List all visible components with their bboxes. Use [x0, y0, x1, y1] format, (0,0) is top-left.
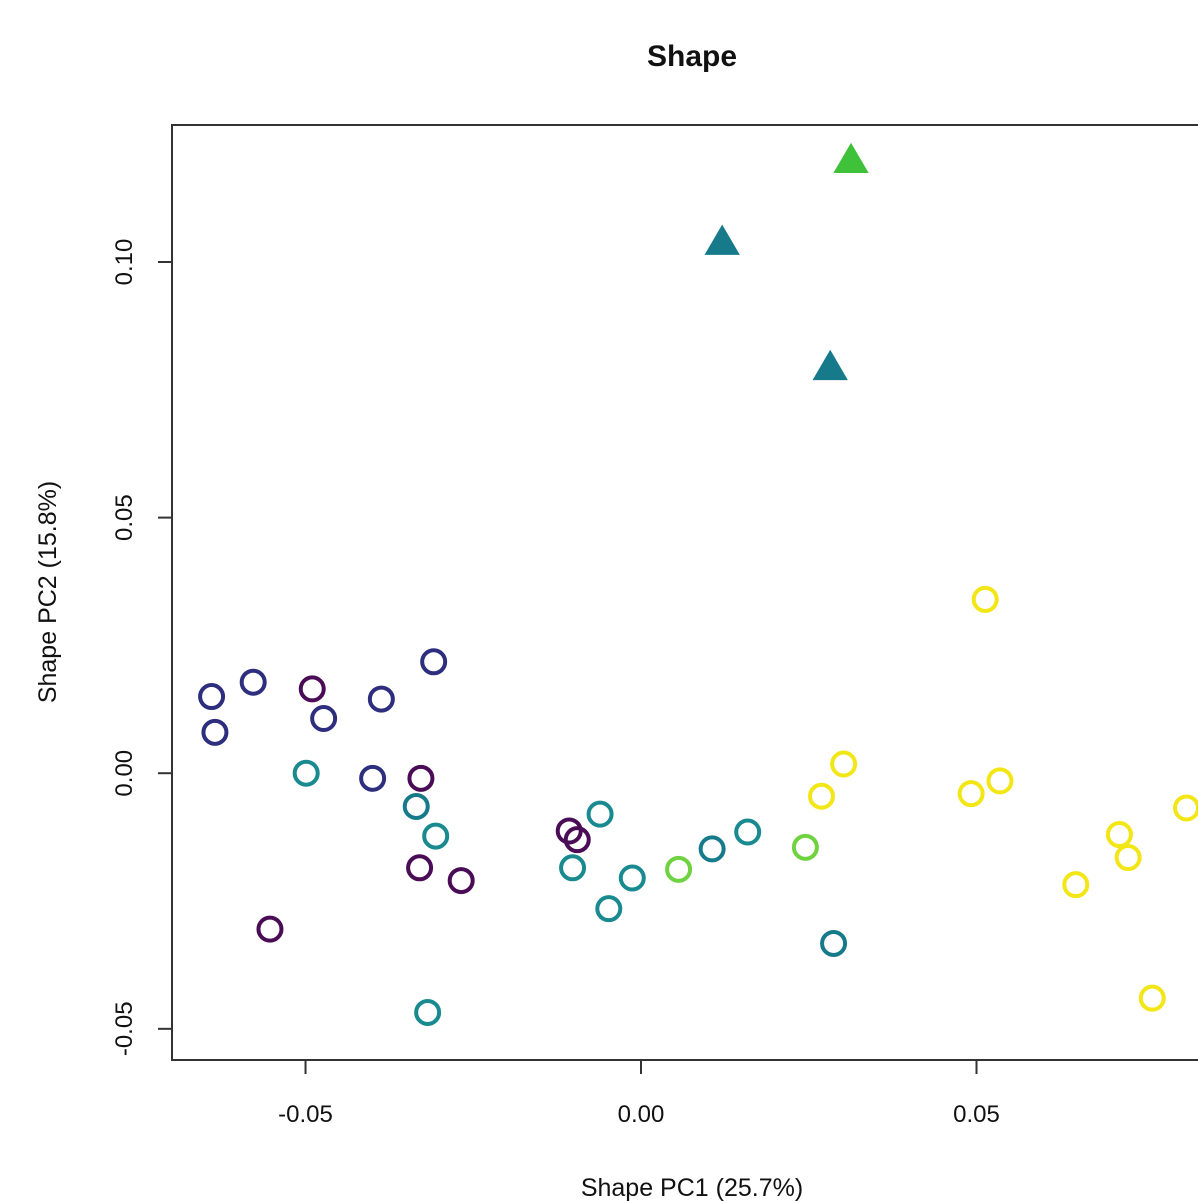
data-point-circle — [402, 792, 430, 820]
data-point-circle — [586, 800, 614, 828]
data-point-circle — [239, 668, 267, 696]
x-tick-label: -0.05 — [278, 1101, 333, 1128]
data-point-circle — [198, 683, 226, 711]
data-point-circle — [420, 648, 448, 676]
data-point-circle — [830, 750, 858, 778]
x-tick-label: 0.00 — [618, 1101, 665, 1128]
data-point-circle — [367, 685, 395, 713]
data-point-circle — [665, 855, 693, 883]
data-point-circle — [292, 759, 320, 787]
data-point-circle — [618, 864, 646, 892]
data-point-circle — [563, 826, 591, 854]
data-point-circle — [820, 929, 848, 957]
y-tick-label: 0.10 — [111, 239, 138, 286]
data-point-circle — [791, 833, 819, 861]
x-axis-label: Shape PC1 (25.7%) — [581, 1174, 803, 1202]
data-point-triangle — [704, 224, 740, 255]
data-point-circle — [559, 854, 587, 882]
data-point-circle — [1114, 844, 1142, 872]
data-point-circle — [1105, 821, 1133, 849]
data-point-circle — [734, 818, 762, 846]
chart-title: Shape — [647, 40, 737, 73]
x-tick-label: 0.05 — [953, 1101, 1000, 1128]
data-point-circle — [406, 854, 434, 882]
data-point-triangle — [833, 142, 869, 174]
data-point-circle — [414, 998, 442, 1026]
data-point-circle — [1173, 794, 1198, 822]
data-point-circle — [359, 764, 387, 792]
data-point-circle — [201, 718, 229, 746]
data-point-circle — [698, 835, 726, 863]
data-point-circle — [595, 895, 623, 923]
y-tick-label: 0.05 — [111, 494, 138, 541]
data-point-circle — [971, 585, 999, 613]
plot-frame — [171, 124, 1198, 1061]
data-point-circle — [986, 767, 1014, 795]
data-point-triangle — [812, 349, 848, 381]
data-point-circle — [407, 764, 435, 792]
data-point-circle — [1138, 984, 1166, 1012]
data-point-circle — [555, 817, 583, 845]
data-point-circle — [256, 915, 284, 943]
data-point-circle — [807, 782, 835, 810]
data-points — [198, 142, 1198, 1026]
data-point-circle — [447, 867, 475, 895]
data-point-circle — [422, 822, 450, 850]
data-point-circle — [957, 780, 985, 808]
data-point-circle — [310, 705, 338, 733]
y-tick-label: -0.05 — [111, 1001, 138, 1056]
y-axis-label: Shape PC2 (15.8%) — [34, 481, 62, 703]
y-tick-label: 0.00 — [111, 750, 138, 797]
data-point-circle — [1062, 871, 1090, 899]
data-point-circle — [298, 675, 326, 703]
x-axis: -0.05 0.00 0.05 — [278, 1059, 1000, 1128]
y-axis: -0.05 0.00 0.05 0.10 — [111, 239, 173, 1056]
